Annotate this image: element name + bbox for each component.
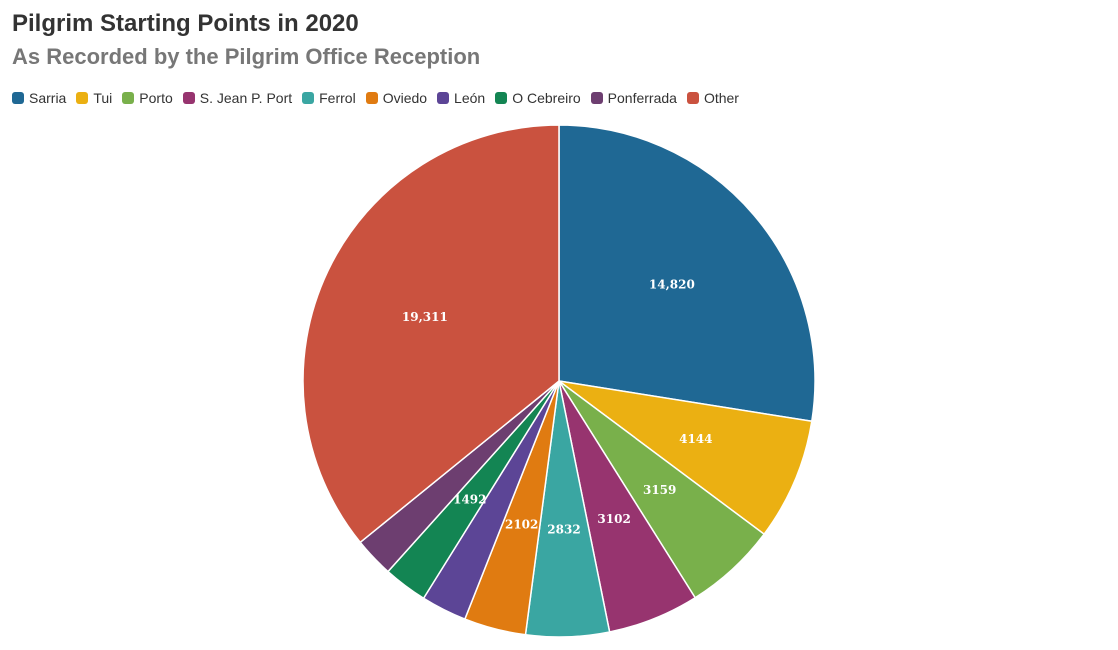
pie-slice-tui[interactable] xyxy=(558,380,813,536)
legend-swatch xyxy=(12,92,24,104)
legend-item-sarria[interactable]: Sarria xyxy=(12,90,66,106)
legend-label: Ponferrada xyxy=(607,90,677,106)
legend: Sarria Tui Porto S. Jean P. Port Ferrol Ovied… xyxy=(12,90,749,106)
pie-slice-other[interactable] xyxy=(302,124,560,544)
slice-label-oviedo: 2102 xyxy=(505,518,538,532)
slice-label-s-jean-p-port: 3102 xyxy=(597,512,630,526)
legend-swatch xyxy=(122,92,135,104)
legend-label: Sarria xyxy=(29,90,67,106)
legend-item-tui[interactable]: Tui xyxy=(76,90,112,106)
slice-label-ferrol: 2832 xyxy=(547,522,580,536)
legend-swatch xyxy=(182,92,195,104)
legend-item-porto[interactable]: Porto xyxy=(122,90,173,106)
legend-swatch xyxy=(437,92,450,104)
legend-item-leon[interactable]: León xyxy=(437,90,485,106)
legend-item-other[interactable]: Other xyxy=(686,90,739,106)
slice-label-other: 19,311 xyxy=(402,310,448,324)
legend-label: León xyxy=(454,90,486,106)
legend-label: Porto xyxy=(139,90,173,106)
legend-swatch xyxy=(686,92,699,104)
legend-swatch xyxy=(365,92,378,104)
legend-swatch xyxy=(76,92,89,104)
chart-subtitle: As Recorded by the Pilgrim Office Recept… xyxy=(12,44,481,69)
legend-swatch xyxy=(302,92,315,104)
legend-swatch xyxy=(590,92,603,104)
legend-item-ferrol[interactable]: Ferrol xyxy=(302,90,356,106)
legend-swatch xyxy=(495,92,508,104)
legend-item-ponferrada[interactable]: Ponferrada xyxy=(590,90,677,106)
pie-slice-sarria[interactable] xyxy=(558,124,816,423)
legend-label: Other xyxy=(703,90,739,106)
legend-label: Oviedo xyxy=(382,90,428,106)
legend-item-oviedo[interactable]: Oviedo xyxy=(365,90,428,106)
legend-label: Tui xyxy=(93,90,113,106)
legend-label: Ferrol xyxy=(319,90,356,106)
chart-title: Pilgrim Starting Points in 2020 xyxy=(12,10,359,37)
legend-label: O Cebreiro xyxy=(512,90,581,106)
slice-label-o-cebreiro: 1492 xyxy=(453,493,486,507)
slice-label-porto: 3159 xyxy=(643,483,676,497)
slice-label-sarria: 14,820 xyxy=(649,278,695,292)
legend-item-o-cebreiro[interactable]: O Cebreiro xyxy=(495,90,581,106)
legend-label: S. Jean P. Port xyxy=(199,90,293,106)
legend-item-s-jean-p-port[interactable]: S. Jean P. Port xyxy=(182,90,293,106)
slice-label-tui: 4144 xyxy=(679,432,712,446)
